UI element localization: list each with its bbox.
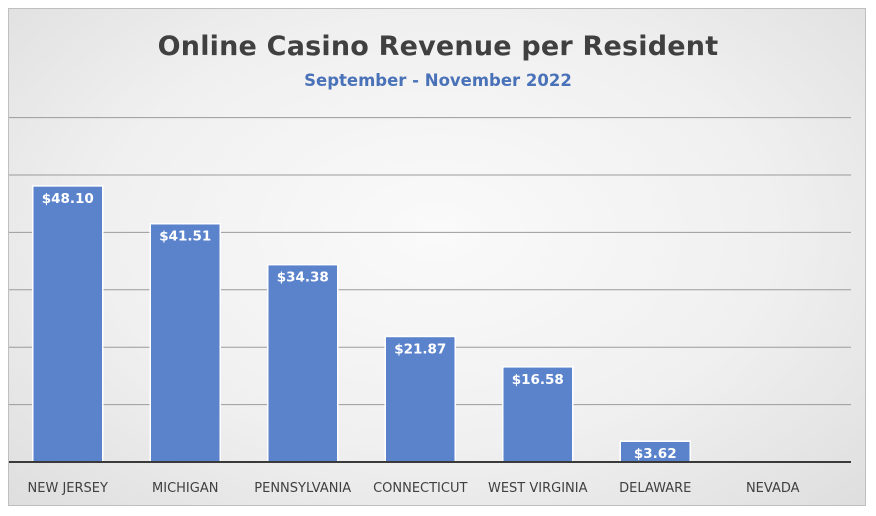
data-label: $41.51 bbox=[159, 229, 211, 245]
x-tick-label: NEW JERSEY bbox=[28, 481, 108, 496]
data-label: $16.58 bbox=[512, 372, 564, 388]
x-tick-label: NEVADA bbox=[746, 481, 800, 496]
chart-area: Online Casino Revenue per Resident Septe… bbox=[8, 8, 866, 506]
x-tick-label: WEST VIRGINIA bbox=[488, 481, 588, 496]
x-tick-label: PENNSYLVANIA bbox=[254, 481, 351, 496]
data-label: $21.87 bbox=[394, 341, 446, 357]
bar-chart-plot: $48.10 $41.51 $34.38 $21.87 $16.58 $3.62 NEW … bbox=[9, 117, 851, 496]
bar-connecticut bbox=[384, 335, 456, 463]
x-tick-label: CONNECTICUT bbox=[373, 481, 467, 496]
bar-pennsylvania bbox=[267, 263, 339, 463]
x-tick-label: MICHIGAN bbox=[152, 481, 218, 496]
data-label: $48.10 bbox=[42, 191, 94, 207]
x-tick-label: DELAWARE bbox=[619, 481, 691, 496]
chart-title: Online Casino Revenue per Resident bbox=[157, 31, 719, 62]
data-label: $34.38 bbox=[277, 270, 329, 286]
bar-new-jersey bbox=[32, 185, 104, 463]
data-label: $3.62 bbox=[634, 446, 677, 462]
chart-subtitle: September - November 2022 bbox=[304, 71, 572, 90]
bar-michigan bbox=[149, 222, 221, 463]
bar-west-virginia bbox=[502, 366, 574, 463]
